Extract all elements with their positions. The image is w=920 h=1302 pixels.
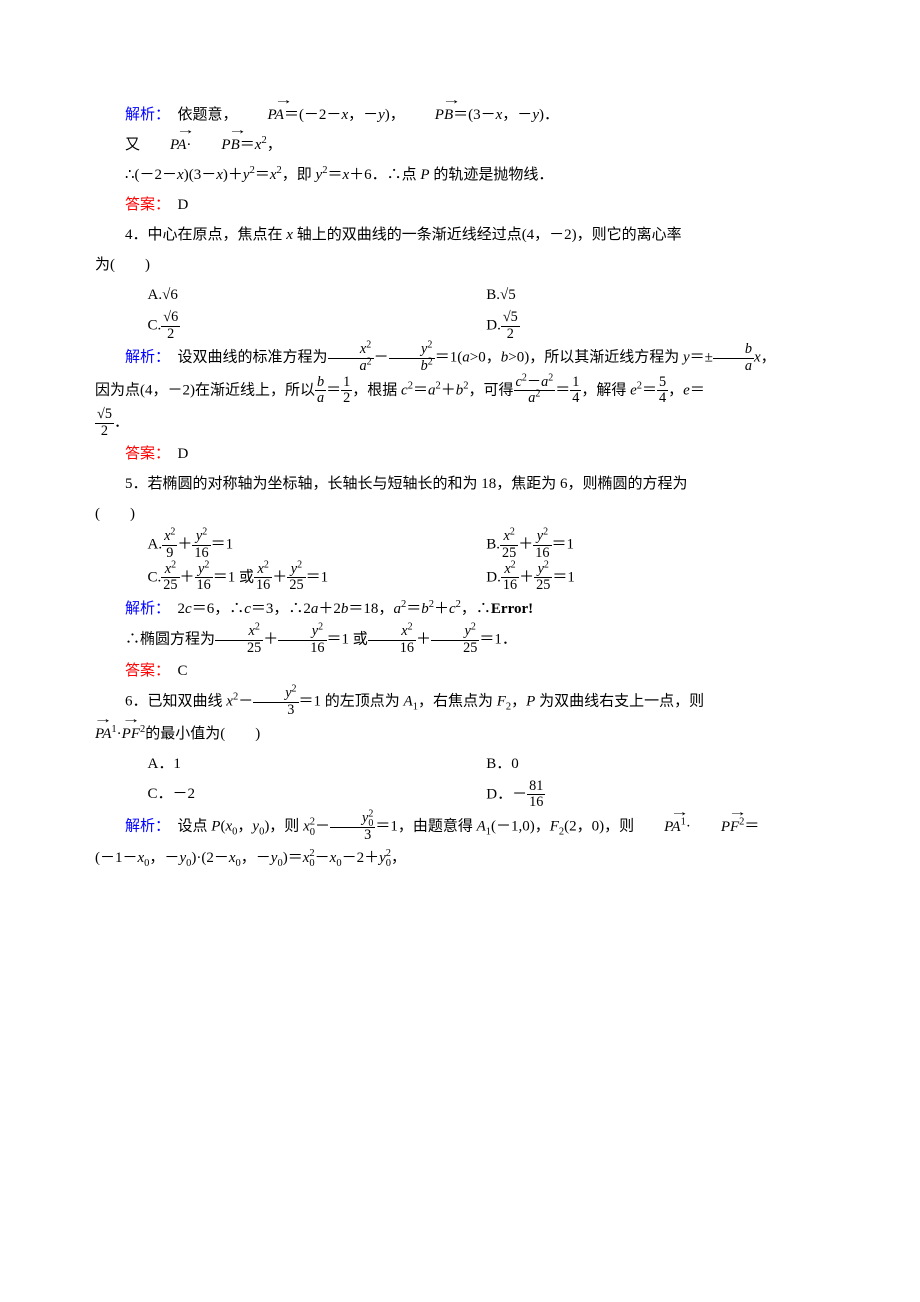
q5-opt-c: C.x225＋y216＝1 或x216＋y225＝1 bbox=[148, 562, 487, 594]
q6-opt-c: C．－2 bbox=[148, 779, 487, 811]
q4-analysis-1: 解析： 设双曲线的标准方程为x2a2－y2b2＝1(a>0，b>0)，所以其渐近… bbox=[95, 342, 825, 374]
q4-analysis-2: 因为点(4，－2)在渐近线上，所以ba＝12，根据 c2＝a2＋b2，可得c2－… bbox=[95, 375, 825, 407]
error-text: Error! bbox=[491, 601, 533, 617]
q5-options-row2: C.x225＋y216＝1 或x216＋y225＝1 D.x216＋y225＝1 bbox=[95, 562, 825, 594]
q6-analysis-2: (－1－x0，－y0)·(2－x0，－y0)＝x20－x0－2＋y20， bbox=[95, 843, 825, 873]
q3-analysis-line2: 又PA·PB＝x2， bbox=[95, 130, 825, 160]
answer-label: 答案： bbox=[125, 197, 163, 213]
q4-stem-2: 为( ) bbox=[95, 250, 825, 280]
q4-analysis-3: √52． bbox=[95, 407, 825, 439]
q6-stem-2: PA1·PF2的最小值为( ) bbox=[95, 719, 825, 749]
q6-stem: 6．已知双曲线 x2－y23＝1 的左顶点为 A1，右焦点为 F2，P 为双曲线… bbox=[95, 686, 825, 718]
q4-stem: 4．中心在原点，焦点在 x 轴上的双曲线的一条渐近线经过点(4，－2)，则它的离… bbox=[95, 220, 825, 250]
q5-answer: 答案： C bbox=[95, 656, 825, 686]
q3-analysis-line3: ∴(－2－x)(3－x)＋y2＝x2，即 y2＝x＋6．∴点 P 的轨迹是抛物线… bbox=[95, 160, 825, 190]
q5-opt-a: A.x29＋y216＝1 bbox=[148, 529, 487, 561]
q4-opt-b: B.√5 bbox=[486, 280, 825, 310]
q4-opt-c: C.√62 bbox=[148, 310, 487, 342]
q6-analysis-1: 解析： 设点 P(x0，y0)，则 x20－y203＝1，由题意得 A1(－1,… bbox=[95, 811, 825, 843]
q5-opt-d: D.x216＋y225＝1 bbox=[486, 562, 825, 594]
q4-opt-d: D.√52 bbox=[486, 310, 825, 342]
q5-analysis-1: 解析： 2c＝6，∴c＝3，∴2a＋2b＝18，a2＝b2＋c2，∴Error! bbox=[95, 594, 825, 624]
q6-opt-b: B．0 bbox=[486, 749, 825, 779]
q4-answer: 答案： D bbox=[95, 439, 825, 469]
q6-opt-a: A．1 bbox=[148, 749, 487, 779]
q3-answer: 答案： D bbox=[95, 190, 825, 220]
q5-options-row1: A.x29＋y216＝1 B.x225＋y216＝1 bbox=[95, 529, 825, 561]
q4-opt-a: A.√6 bbox=[148, 280, 487, 310]
q5-stem: 5．若椭圆的对称轴为坐标轴，长轴长与短轴长的和为 18，焦距为 6，则椭圆的方程… bbox=[95, 469, 825, 499]
q4-options-row2: C.√62 D.√52 bbox=[95, 310, 825, 342]
q5-analysis-2: ∴椭圆方程为x225＋y216＝1 或x216＋y225＝1． bbox=[95, 624, 825, 656]
q6-options-row1: A．1 B．0 bbox=[95, 749, 825, 779]
q5-stem-2: ( ) bbox=[95, 499, 825, 529]
q4-options-row1: A.√6 B.√5 bbox=[95, 280, 825, 310]
vec-pb: PB bbox=[405, 100, 453, 130]
q5-opt-b: B.x225＋y216＝1 bbox=[486, 529, 825, 561]
